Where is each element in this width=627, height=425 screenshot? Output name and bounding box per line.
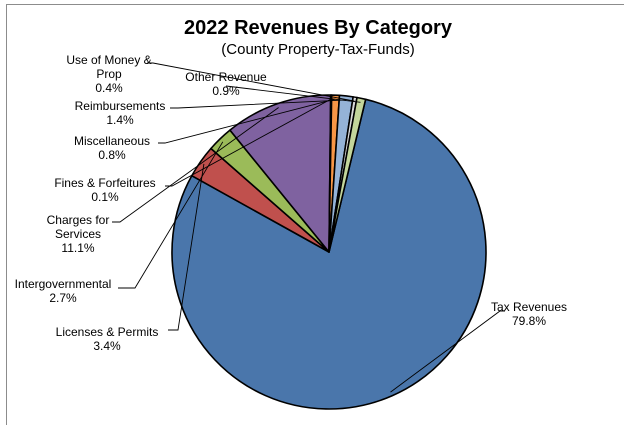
- pie-slice-tax-revenues: [171, 98, 487, 410]
- slice-name-label: Miscellaneous: [74, 134, 150, 148]
- slice-value-label: 0.9%: [212, 84, 240, 98]
- leader-line: [147, 62, 355, 102]
- chart-subtitle: (County Property-Tax-Funds): [221, 41, 414, 58]
- chart-frame: [6, 4, 624, 425]
- leader-line: [118, 141, 224, 289]
- leader-line: [390, 310, 505, 393]
- leader-line: [165, 98, 332, 187]
- leader-lines: [112, 62, 505, 393]
- slice-value-label: 2.7%: [49, 291, 77, 305]
- pie-slices: [171, 94, 487, 410]
- slice-name-label: Fines & Forfeitures: [54, 176, 155, 190]
- slice-value-label: 3.4%: [93, 339, 121, 353]
- slice-value-label: 1.4%: [106, 113, 134, 127]
- slice-name-label: Prop: [96, 67, 122, 81]
- slice-name-label: Tax Revenues: [491, 300, 567, 314]
- slice-value-label: 0.8%: [98, 148, 126, 162]
- leader-line: [225, 85, 361, 103]
- leader-line: [168, 163, 205, 331]
- slice-value-label: 0.4%: [95, 81, 123, 95]
- slice-name-label: Licenses & Permits: [56, 325, 159, 339]
- slice-name-label: Use of Money &: [66, 53, 151, 67]
- pie-slice-other-revenue: [328, 96, 367, 253]
- leader-line: [170, 99, 346, 109]
- leader-line: [112, 107, 279, 223]
- slice-name-label: Charges for: [47, 213, 110, 227]
- slice-value-label: 79.8%: [512, 314, 546, 328]
- slice-name-label: Intergovernmental: [15, 277, 112, 291]
- slice-value-label: 0.1%: [91, 190, 119, 204]
- slice-name-label: Other Revenue: [185, 70, 267, 84]
- slice-name-label: Services: [55, 227, 101, 241]
- leader-line: [158, 98, 336, 144]
- chart-title: 2022 Revenues By Category: [184, 17, 453, 39]
- pie-slice-charges-for-services: [229, 94, 332, 253]
- slice-name-label: Reimbursements: [75, 99, 166, 113]
- slice-value-label: 11.1%: [61, 241, 94, 255]
